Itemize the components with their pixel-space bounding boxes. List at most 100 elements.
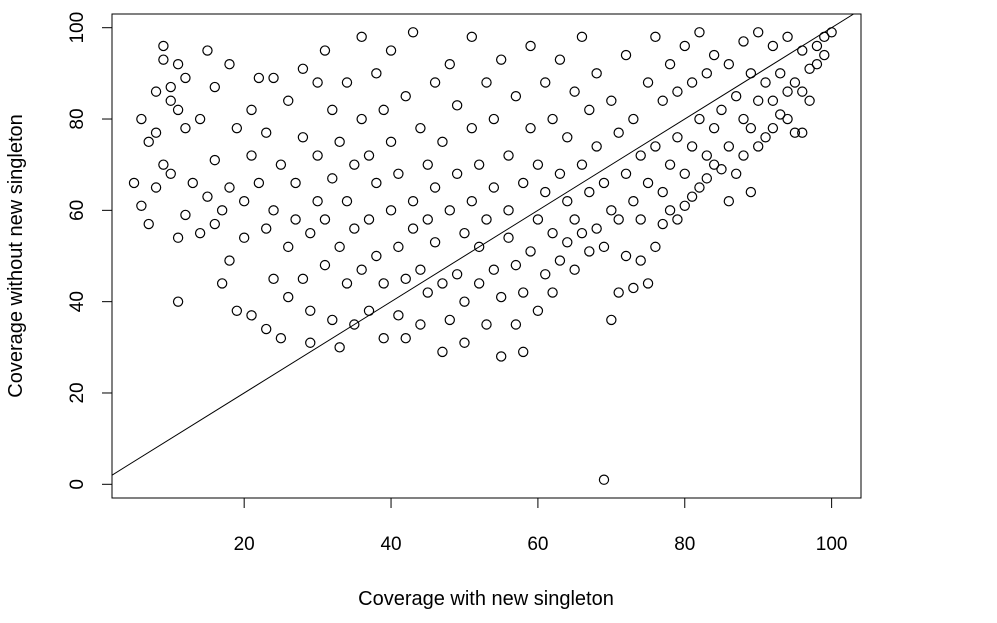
data-point [650,141,661,152]
data-point [547,113,558,125]
data-point [584,246,595,257]
data-point [775,109,786,120]
data-point [319,45,331,56]
data-points [128,27,837,485]
data-point [202,191,213,202]
data-point [224,59,235,70]
data-point [341,77,353,88]
data-point [356,31,367,43]
data-point [723,141,735,152]
y-tick-label: 40 [67,291,88,312]
y-tick-label: 20 [67,382,88,403]
data-point [275,159,287,170]
data-point [209,81,221,93]
data-point [422,287,433,298]
data-point [407,27,419,38]
data-point [642,278,654,289]
data-point [657,95,668,106]
data-point [495,351,507,362]
data-point [525,40,536,52]
data-point [503,232,514,243]
data-point [415,264,426,275]
y-tick-label: 80 [67,108,88,129]
data-point [752,95,764,106]
data-point [341,196,353,207]
data-point [547,227,558,239]
data-point [283,95,294,106]
data-point [752,141,764,152]
data-point [481,319,492,330]
data-point [216,278,228,289]
data-point [290,214,301,225]
data-point [679,200,690,211]
data-point [172,232,184,243]
x-tick-label: 60 [527,534,548,555]
data-point [238,196,250,207]
data-point [327,314,338,326]
data-point [473,278,485,289]
data-point [466,196,478,207]
data-point [371,68,382,79]
data-point [253,72,265,84]
data-point [341,278,353,289]
data-point [261,223,272,234]
data-point [664,205,676,216]
data-point [613,127,624,138]
data-point [172,59,184,70]
data-point [231,305,243,316]
data-point [261,323,272,335]
data-point [466,31,478,43]
data-point [679,168,690,180]
data-point [495,291,507,303]
data-point [224,255,235,266]
data-point [540,186,551,198]
data-point [327,173,338,184]
data-point [510,319,522,330]
data-point [775,68,786,79]
data-point [246,104,257,116]
data-point [598,241,610,253]
data-point [444,314,455,326]
data-point [708,159,720,170]
data-point [334,342,345,353]
data-point [268,72,279,84]
data-point [738,36,749,47]
data-point [319,259,331,271]
data-point [642,77,654,88]
data-point [327,104,338,116]
data-point [312,196,323,207]
data-point [459,227,470,239]
data-point [532,214,544,225]
data-point [224,182,235,193]
data-point [363,214,375,225]
data-point [393,310,404,321]
data-point [738,113,749,125]
data-point [209,154,221,166]
data-point [540,77,551,88]
data-point [518,287,529,298]
data-point [158,159,169,170]
data-point [165,168,176,180]
data-point [760,132,771,143]
data-point [723,59,735,70]
data-point [525,122,536,134]
data-point [473,241,485,253]
data-point [283,291,294,303]
data-point [400,332,411,344]
data-point [429,237,441,248]
data-point [635,255,646,266]
data-point [385,205,397,216]
data-point [745,186,757,198]
data-point [562,196,573,207]
data-point [569,214,580,225]
data-point [686,141,698,152]
data-point [782,113,793,125]
data-point [231,122,243,134]
data-point [503,205,514,216]
data-point [150,127,162,138]
data-point [180,209,191,221]
data-point [701,150,712,161]
data-point [672,214,683,225]
data-point [562,132,573,143]
data-point [378,332,389,344]
